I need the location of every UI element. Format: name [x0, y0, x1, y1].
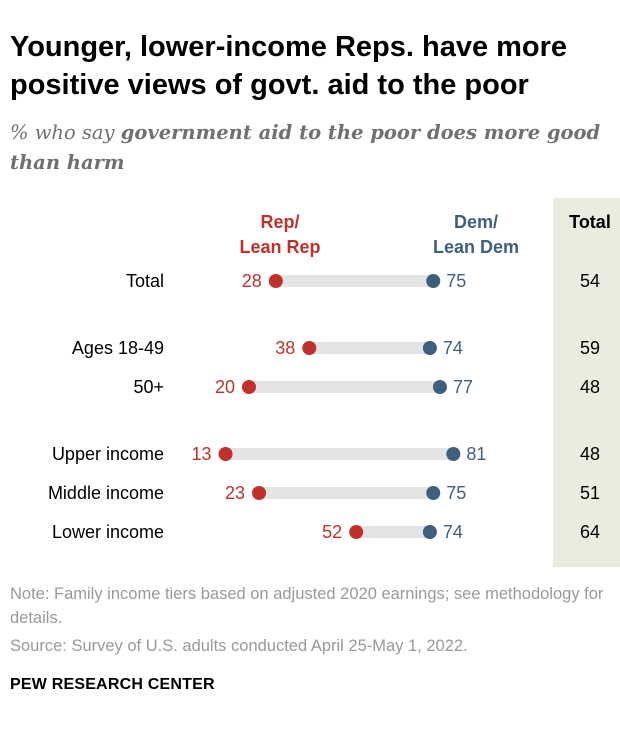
gap-bar [225, 448, 454, 460]
legend-rep-line2: Lean Rep [239, 237, 320, 257]
dem-value-label: 77 [453, 377, 473, 397]
chart-title: Younger, lower-income Reps. have more po… [10, 31, 568, 101]
legend-rep-line1: Rep/ [260, 212, 299, 232]
row-label: Ages 18-49 [72, 338, 164, 358]
row-label: Lower income [52, 522, 164, 542]
row-label: Middle income [48, 483, 164, 503]
gap-bar [259, 487, 434, 499]
dem-dot [446, 447, 461, 461]
dem-dot [426, 486, 441, 500]
rep-value-label: 23 [225, 483, 245, 503]
dem-value-label: 75 [446, 483, 466, 503]
rep-dot [242, 380, 256, 394]
dem-value-label: 74 [443, 338, 463, 358]
rep-dot [302, 341, 317, 355]
dem-dot [422, 341, 437, 355]
chart-subtitle: % who say government aid to the poor doe… [10, 118, 610, 178]
subtitle-emphasis: government aid to the poor does more goo… [10, 121, 601, 174]
rep-dot [268, 274, 283, 288]
total-value-label: 59 [580, 338, 600, 358]
legend-total: Total [569, 212, 611, 232]
total-value-label: 54 [580, 271, 600, 291]
dem-value-label: 81 [466, 444, 486, 464]
chart-note: Note: Family income tiers based on adjus… [10, 585, 604, 627]
total-column-background [553, 198, 620, 567]
dem-value-label: 75 [446, 271, 466, 291]
rep-value-label: 20 [215, 377, 235, 397]
total-value-label: 48 [580, 444, 600, 464]
row-label: 50+ [133, 377, 164, 397]
gap-bar [356, 526, 430, 538]
rep-dot [218, 447, 233, 461]
row-label: Total [126, 271, 164, 291]
dem-value-label: 74 [443, 522, 463, 542]
rep-value-label: 28 [242, 271, 262, 291]
total-value-label: 64 [580, 522, 600, 542]
rep-value-label: 52 [322, 522, 342, 542]
rep-value-label: 38 [275, 338, 295, 358]
gap-bar [309, 342, 430, 354]
subtitle-lead: % who say [10, 121, 115, 144]
gap-bar [275, 275, 434, 287]
dem-dot [426, 274, 441, 288]
dem-dot [432, 380, 447, 394]
rep-dot [349, 525, 364, 539]
rep-value-label: 13 [192, 444, 212, 464]
gap-bar [249, 381, 440, 393]
row-label: Upper income [52, 444, 164, 464]
rep-dot [252, 486, 267, 500]
legend-dem-line1: Dem/ [454, 212, 498, 232]
dot-plot-chart: Rep/Lean Rep Dem/Lean Dem Total Total 28 75 54… [48, 198, 620, 567]
dem-dot [422, 525, 437, 539]
brand-logo-text: PEW RESEARCH CENTER [10, 676, 215, 693]
total-value-label: 51 [580, 483, 600, 503]
legend-dem-line2: Lean Dem [433, 237, 519, 257]
chart-source: Source: Survey of U.S. adults conducted … [10, 637, 468, 655]
total-value-label: 48 [580, 377, 600, 397]
